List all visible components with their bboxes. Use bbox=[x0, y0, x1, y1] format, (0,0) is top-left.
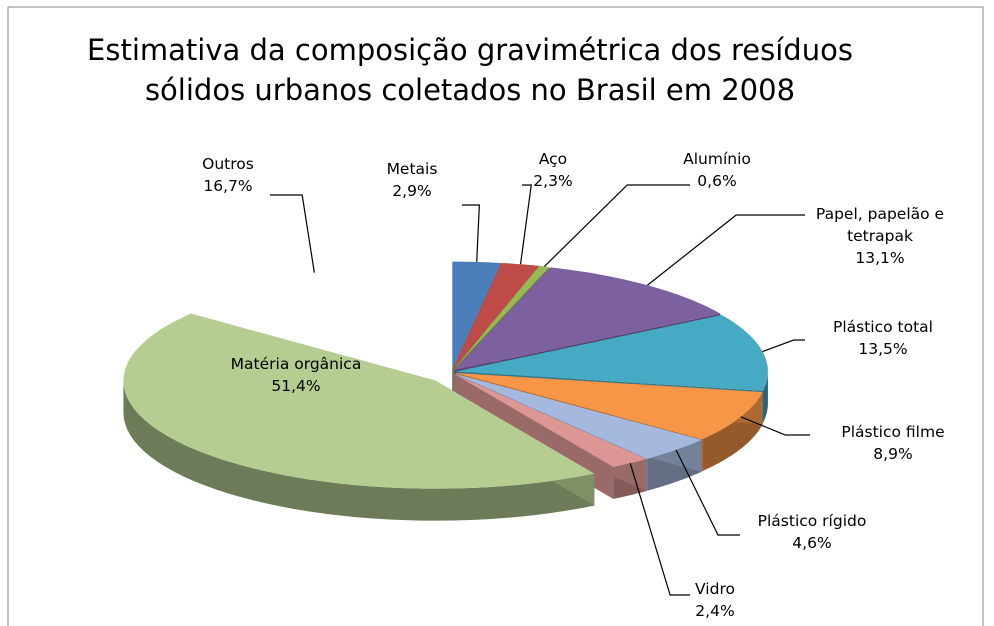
data-label: Aço 2,3% bbox=[513, 148, 593, 192]
leader-line bbox=[762, 339, 805, 353]
leader-line bbox=[740, 416, 810, 436]
label-value: 8,9% bbox=[873, 445, 913, 463]
slice bbox=[455, 315, 768, 391]
label-name: Alumínio bbox=[683, 150, 751, 168]
label-name: Metais bbox=[386, 160, 438, 178]
slice bbox=[452, 262, 540, 370]
chart-title: sólidos urbanos coletados no Brasil em 2… bbox=[144, 73, 796, 107]
label-value: 2,4% bbox=[695, 602, 735, 620]
slice bbox=[454, 267, 721, 371]
data-label: Vidro 2,4% bbox=[675, 578, 755, 622]
data-label: Outros 16,7% bbox=[178, 153, 278, 197]
label-value: 2,9% bbox=[392, 182, 432, 200]
label-name: Papel, papelão e tetrapak bbox=[815, 205, 945, 245]
leader-line bbox=[647, 214, 805, 286]
leader-line bbox=[462, 204, 480, 262]
data-label: Plástico total 13,5% bbox=[813, 316, 953, 360]
slice-side bbox=[123, 380, 595, 521]
chart-title: Estimativa da composição gravimétrica do… bbox=[87, 33, 853, 67]
label-value: 13,1% bbox=[855, 249, 905, 267]
slice bbox=[454, 373, 702, 459]
slice bbox=[452, 261, 501, 370]
label-value: 13,5% bbox=[858, 340, 908, 358]
slice bbox=[123, 313, 595, 489]
label-value: 0,6% bbox=[697, 172, 737, 190]
data-label: Plástico filme 8,9% bbox=[823, 421, 963, 465]
label-value: 2,3% bbox=[533, 172, 573, 190]
leader-line bbox=[629, 462, 690, 596]
slice bbox=[453, 265, 550, 370]
label-name: Vidro bbox=[695, 580, 735, 598]
label-name: Plástico rígido bbox=[757, 512, 867, 530]
slice bbox=[455, 372, 763, 440]
leader-line bbox=[544, 184, 690, 267]
slice-side bbox=[762, 371, 768, 423]
data-label: Plástico rígido 4,6% bbox=[737, 510, 887, 554]
label-name: Plástico total bbox=[833, 318, 933, 336]
label-value: 16,7% bbox=[203, 177, 253, 195]
label-name: Plástico filme bbox=[841, 423, 945, 441]
data-label: Metais 2,9% bbox=[352, 158, 472, 202]
leader-line bbox=[519, 184, 532, 265]
data-label: Papel, papelão e tetrapak 13,1% bbox=[800, 203, 960, 269]
label-name: Aço bbox=[538, 150, 568, 168]
slice bbox=[454, 373, 647, 467]
label-name: Outros bbox=[202, 155, 254, 173]
label-value: 51,4% bbox=[271, 377, 321, 395]
leader-line bbox=[270, 194, 315, 273]
label-name: Matéria orgânica bbox=[230, 355, 362, 373]
data-label: Alumínio 0,6% bbox=[662, 148, 772, 192]
data-label: Matéria orgânica 51,4% bbox=[206, 353, 386, 397]
label-value: 4,6% bbox=[792, 534, 832, 552]
leader-line bbox=[675, 449, 740, 536]
